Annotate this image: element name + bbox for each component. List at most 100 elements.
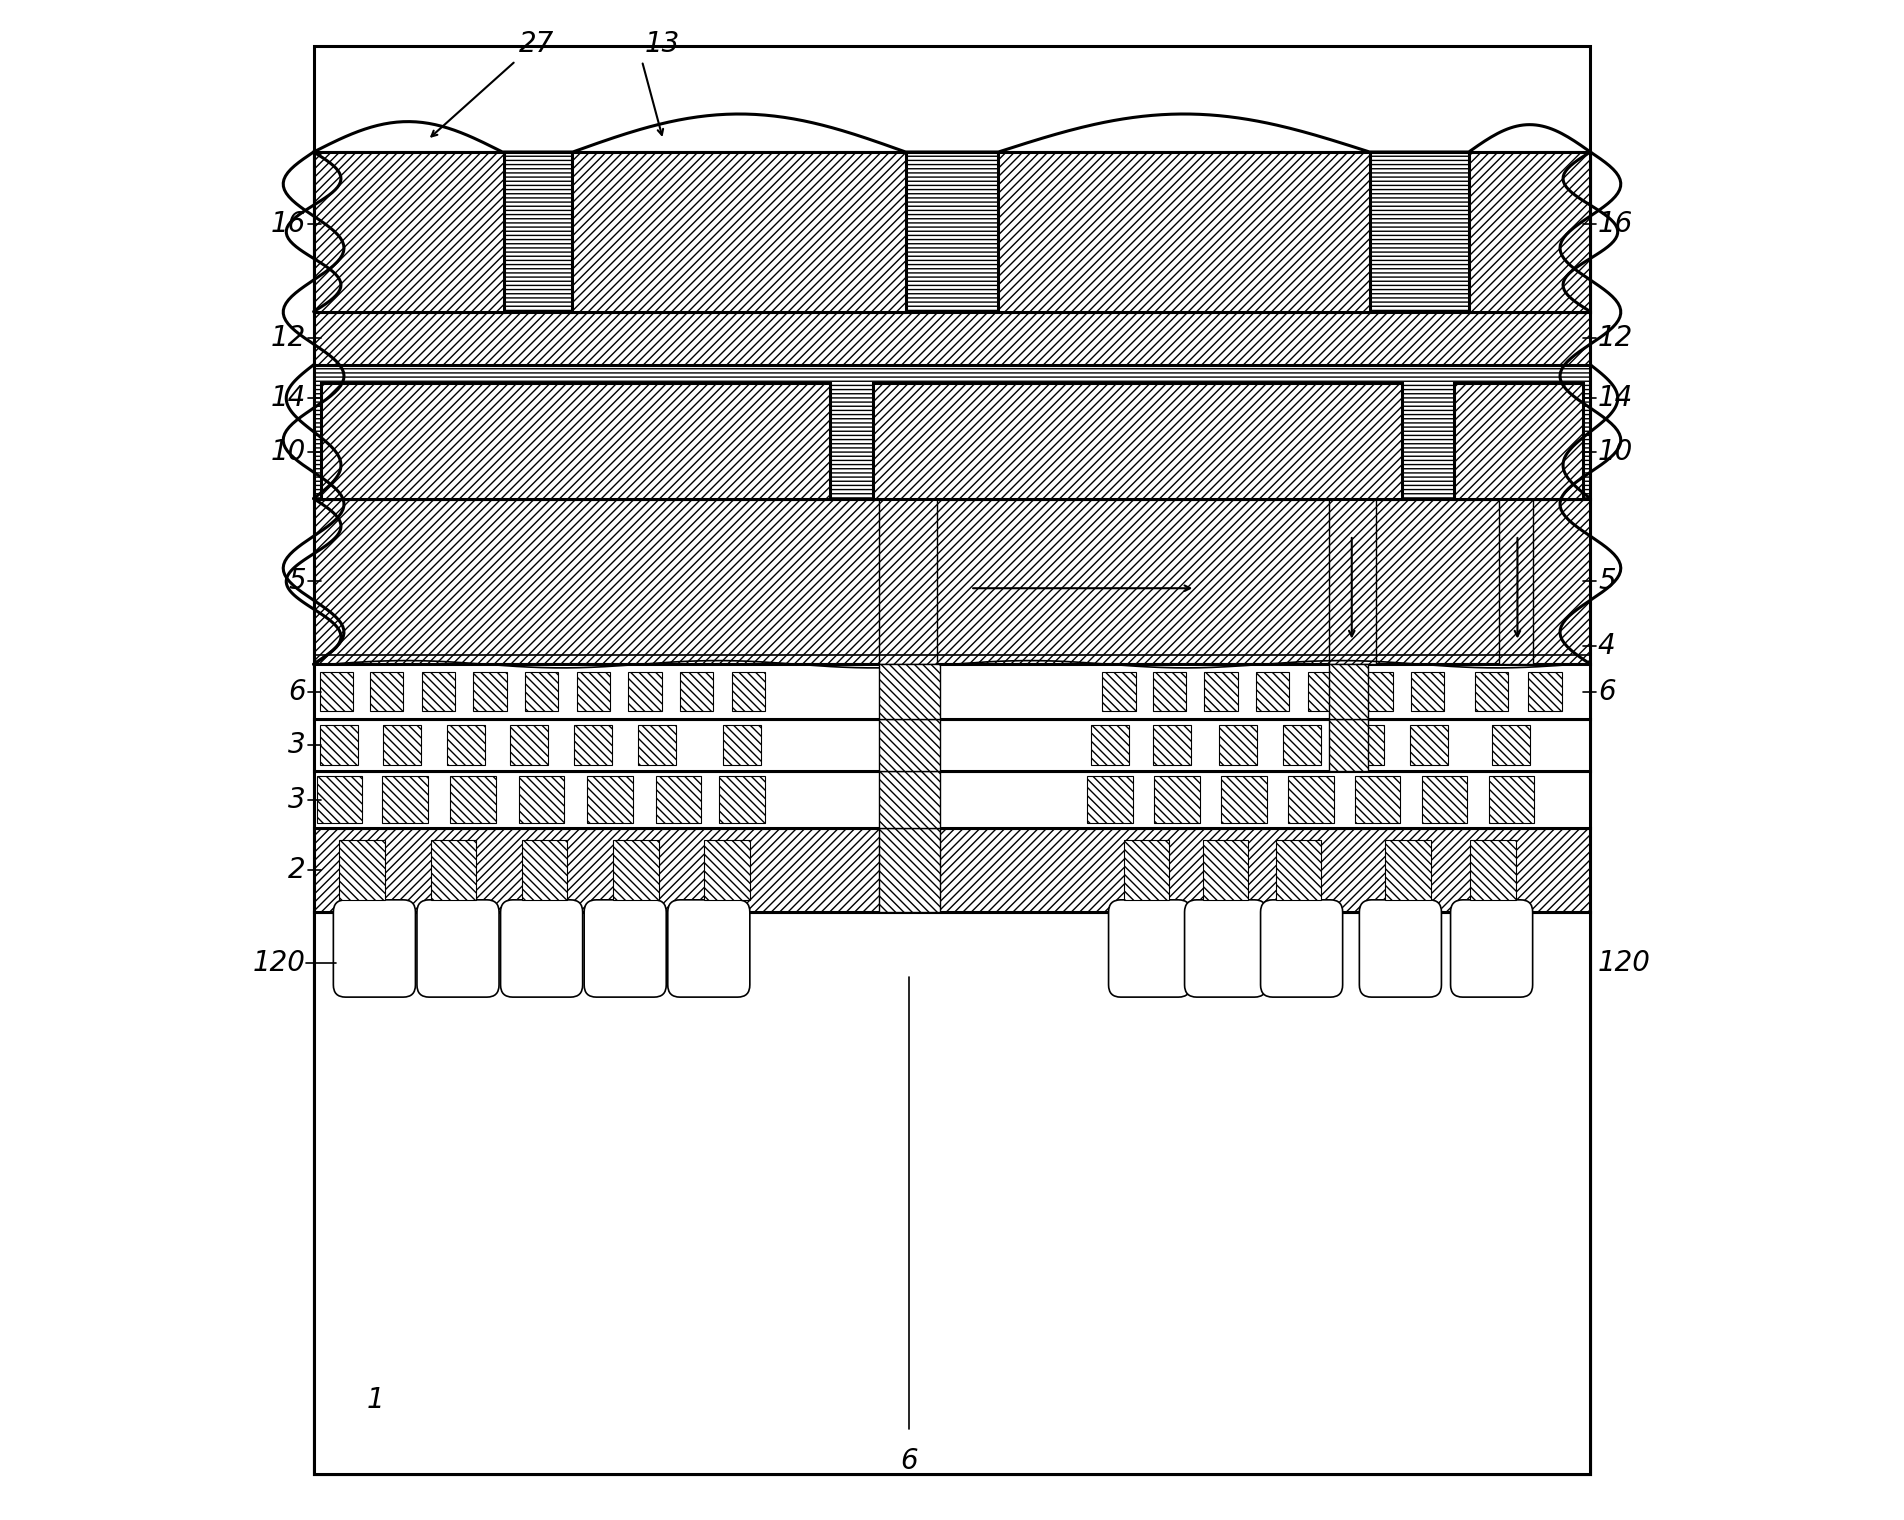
Bar bbox=[586, 775, 632, 824]
Text: 4: 4 bbox=[1597, 632, 1616, 660]
Bar bbox=[314, 912, 1590, 1474]
Bar bbox=[1091, 725, 1129, 765]
Bar bbox=[451, 775, 497, 824]
FancyBboxPatch shape bbox=[1451, 900, 1533, 997]
Bar bbox=[314, 912, 1590, 1474]
Bar bbox=[1356, 775, 1401, 824]
Bar bbox=[1154, 775, 1200, 824]
Bar bbox=[1102, 672, 1137, 711]
Bar bbox=[704, 841, 750, 900]
Text: 2: 2 bbox=[288, 856, 307, 885]
Bar bbox=[571, 152, 906, 312]
Bar bbox=[1220, 775, 1266, 824]
Bar bbox=[1411, 725, 1449, 765]
Bar bbox=[430, 841, 476, 900]
Bar bbox=[314, 912, 1590, 1474]
Bar bbox=[314, 46, 1590, 1474]
Bar bbox=[1283, 725, 1321, 765]
Bar bbox=[314, 771, 1590, 828]
Bar bbox=[638, 725, 676, 765]
Bar bbox=[1386, 841, 1430, 900]
Bar bbox=[447, 725, 486, 765]
Bar bbox=[1329, 664, 1369, 719]
Bar bbox=[1152, 672, 1186, 711]
Bar bbox=[314, 828, 1590, 912]
Text: 14: 14 bbox=[1597, 385, 1634, 412]
Bar bbox=[510, 725, 548, 765]
Bar bbox=[369, 672, 404, 711]
Bar bbox=[314, 499, 1590, 664]
Bar bbox=[880, 828, 941, 912]
Bar bbox=[383, 775, 428, 824]
Text: 120: 120 bbox=[1597, 948, 1651, 977]
Bar bbox=[1257, 672, 1289, 711]
Bar bbox=[883, 725, 922, 765]
Text: 5: 5 bbox=[288, 567, 307, 596]
Bar bbox=[1329, 719, 1369, 771]
FancyBboxPatch shape bbox=[1359, 900, 1441, 997]
Bar bbox=[518, 775, 564, 824]
Bar bbox=[724, 725, 762, 765]
FancyBboxPatch shape bbox=[417, 900, 499, 997]
Bar bbox=[474, 672, 506, 711]
FancyBboxPatch shape bbox=[333, 900, 415, 997]
Bar bbox=[628, 672, 663, 711]
Text: 12: 12 bbox=[270, 324, 307, 353]
Bar bbox=[613, 841, 659, 900]
Text: 5: 5 bbox=[1597, 567, 1616, 596]
FancyBboxPatch shape bbox=[1260, 900, 1342, 997]
Bar bbox=[1123, 841, 1169, 900]
Text: 6: 6 bbox=[1597, 678, 1616, 705]
Bar bbox=[720, 775, 765, 824]
Bar bbox=[1205, 672, 1238, 711]
Text: 10: 10 bbox=[270, 438, 307, 467]
Bar bbox=[339, 841, 385, 900]
Bar bbox=[1276, 841, 1321, 900]
Bar bbox=[1411, 672, 1445, 711]
Text: 13: 13 bbox=[645, 30, 680, 58]
Bar bbox=[314, 152, 1590, 312]
Text: 16: 16 bbox=[270, 210, 307, 237]
Bar bbox=[1359, 672, 1394, 711]
Bar bbox=[1476, 672, 1508, 711]
Bar bbox=[314, 312, 1590, 365]
Text: 14: 14 bbox=[270, 385, 307, 412]
Bar bbox=[1308, 672, 1340, 711]
Text: 6: 6 bbox=[288, 678, 307, 705]
Bar bbox=[880, 499, 937, 664]
FancyBboxPatch shape bbox=[1184, 900, 1266, 997]
FancyBboxPatch shape bbox=[1108, 900, 1190, 997]
Bar bbox=[880, 719, 941, 771]
Bar bbox=[1489, 775, 1535, 824]
Text: 12: 12 bbox=[1597, 324, 1634, 353]
Bar bbox=[680, 672, 714, 711]
Bar bbox=[1087, 775, 1133, 824]
Bar bbox=[1498, 499, 1533, 664]
Bar bbox=[1154, 725, 1192, 765]
Bar bbox=[731, 672, 765, 711]
FancyBboxPatch shape bbox=[668, 900, 750, 997]
Bar bbox=[1453, 383, 1582, 499]
Bar bbox=[383, 725, 421, 765]
Bar bbox=[1468, 152, 1590, 312]
Text: 6: 6 bbox=[901, 1447, 918, 1474]
Bar bbox=[577, 672, 609, 711]
Text: 120: 120 bbox=[253, 948, 307, 977]
Text: 27: 27 bbox=[518, 30, 554, 58]
Bar bbox=[880, 775, 925, 824]
Bar bbox=[1529, 672, 1561, 711]
Bar bbox=[880, 664, 941, 719]
Bar bbox=[575, 725, 613, 765]
Bar bbox=[314, 664, 1590, 719]
Bar bbox=[1346, 725, 1384, 765]
Bar bbox=[1287, 775, 1333, 824]
Bar bbox=[872, 383, 1401, 499]
Bar bbox=[1493, 725, 1531, 765]
Bar bbox=[522, 841, 567, 900]
Bar bbox=[1219, 725, 1257, 765]
Bar bbox=[655, 775, 701, 824]
Text: 1: 1 bbox=[367, 1386, 385, 1414]
Text: 3: 3 bbox=[288, 786, 307, 813]
Bar bbox=[314, 365, 1590, 499]
Bar bbox=[1203, 841, 1249, 900]
